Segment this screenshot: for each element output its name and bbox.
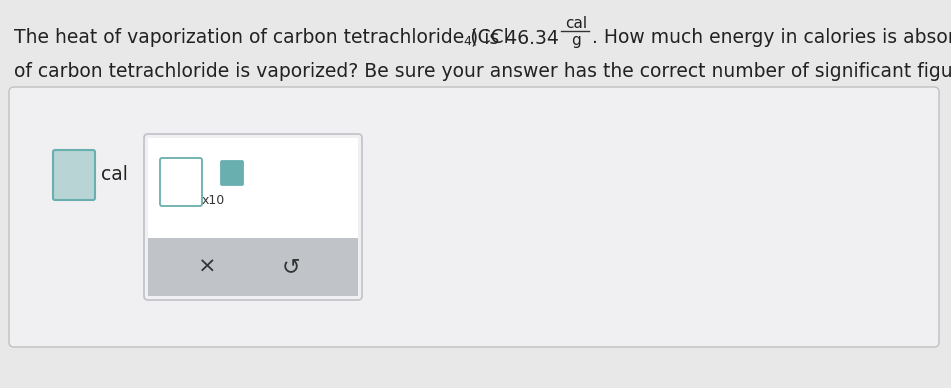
Text: of carbon tetrachloride is vaporized? Be sure your answer has the correct number: of carbon tetrachloride is vaporized? Be…	[14, 62, 951, 81]
Text: . How much energy in calories is absorbed when 38. g: . How much energy in calories is absorbe…	[592, 28, 951, 47]
FancyBboxPatch shape	[9, 87, 939, 347]
FancyBboxPatch shape	[221, 161, 243, 185]
FancyBboxPatch shape	[148, 238, 358, 296]
FancyBboxPatch shape	[53, 150, 95, 200]
Text: The heat of vaporization of carbon tetrachloride (CCl: The heat of vaporization of carbon tetra…	[14, 28, 509, 47]
FancyBboxPatch shape	[160, 158, 202, 206]
Text: ) is 46.34: ) is 46.34	[471, 28, 559, 47]
Text: ×: ×	[198, 257, 216, 277]
Text: x10: x10	[202, 194, 225, 207]
FancyBboxPatch shape	[148, 138, 358, 238]
Text: ↺: ↺	[281, 257, 301, 277]
Text: cal: cal	[101, 166, 127, 185]
Text: cal: cal	[565, 16, 587, 31]
Text: 4: 4	[463, 35, 471, 48]
Text: g: g	[571, 33, 581, 48]
